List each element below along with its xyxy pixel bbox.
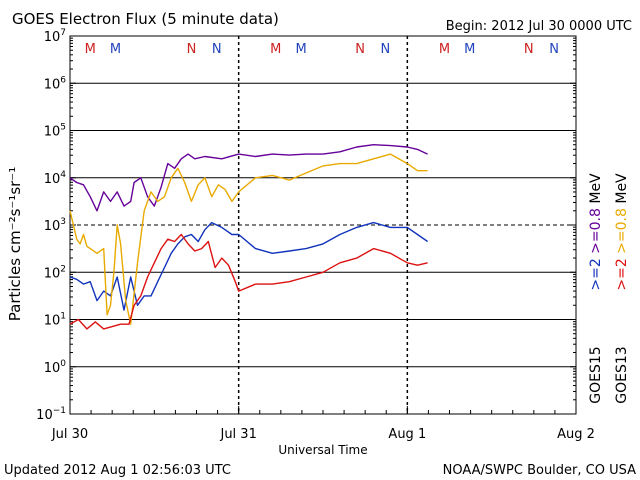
y-tick-exponent: 2 bbox=[60, 264, 66, 274]
y-tick-exponent: −1 bbox=[53, 406, 66, 416]
y-tick-exponent: 6 bbox=[60, 75, 66, 85]
legend-goes13-name: GOES13 bbox=[614, 346, 630, 403]
y-tick-label-0: 107 bbox=[44, 28, 66, 45]
y-tick-exponent: 3 bbox=[60, 217, 66, 227]
satellite-marker-8: M bbox=[439, 42, 450, 57]
legend-goes13-low: >=0.8 bbox=[614, 208, 630, 254]
y-tick-base: 10 bbox=[44, 125, 61, 140]
y-tick-base: 10 bbox=[44, 30, 61, 45]
satellite-marker-2: N bbox=[187, 42, 197, 57]
legend-goes13-unit: MeV bbox=[614, 173, 630, 204]
legend-goes15-unit: MeV bbox=[588, 173, 604, 204]
y-tick-exponent: 5 bbox=[60, 123, 66, 133]
legend-goes15-high: >=2 bbox=[588, 258, 604, 290]
x-tick-label-3: Aug 2 bbox=[557, 427, 595, 442]
legend-goes15-name: GOES15 bbox=[588, 346, 604, 403]
x-axis-label: Universal Time bbox=[278, 443, 367, 457]
y-tick-base: 10 bbox=[36, 408, 53, 423]
begin-label: Begin: 2012 Jul 30 0000 UTC bbox=[446, 19, 632, 34]
y-axis-label: Particles cm⁻²s⁻¹sr⁻¹ bbox=[6, 167, 24, 321]
y-tick-exponent: 0 bbox=[60, 359, 66, 369]
y-tick-label-7: 100 bbox=[44, 359, 67, 376]
credit-line: NOAA/SWPC Boulder, CO USA bbox=[443, 463, 636, 478]
legend-goes13-high: >=2 bbox=[614, 258, 630, 290]
y-tick-base: 10 bbox=[44, 77, 61, 92]
y-tick-label-5: 102 bbox=[44, 264, 66, 281]
chart-title: GOES Electron Flux (5 minute data) bbox=[12, 10, 279, 28]
y-tick-base: 10 bbox=[44, 314, 61, 329]
x-tick-label-0: Jul 30 bbox=[51, 427, 88, 442]
y-tick-base: 10 bbox=[44, 266, 61, 281]
satellite-marker-6: N bbox=[355, 42, 365, 57]
y-tick-label-8: 10−1 bbox=[36, 406, 66, 423]
satellite-marker-3: N bbox=[212, 42, 222, 57]
updated-timestamp: Updated 2012 Aug 1 02:56:03 UTC bbox=[4, 463, 231, 478]
grid-lines bbox=[70, 82, 576, 368]
satellite-marker-4: M bbox=[270, 42, 281, 57]
y-tick-exponent: 7 bbox=[60, 28, 66, 38]
y-tick-label-3: 104 bbox=[44, 170, 67, 187]
series-line-goes13-0-8-mev bbox=[69, 153, 428, 325]
y-tick-base: 10 bbox=[44, 172, 61, 187]
y-tick-label-2: 105 bbox=[44, 123, 66, 140]
x-tick-label-2: Aug 1 bbox=[388, 427, 426, 442]
y-tick-label-6: 101 bbox=[44, 312, 66, 329]
satellite-marker-10: N bbox=[524, 42, 534, 57]
y-tick-base: 10 bbox=[44, 219, 61, 234]
y-tick-base: 10 bbox=[44, 361, 61, 376]
satellite-marker-7: N bbox=[381, 42, 391, 57]
x-tick-label-1: Jul 31 bbox=[219, 427, 256, 442]
y-tick-exponent: 4 bbox=[60, 170, 66, 180]
satellite-marker-9: M bbox=[464, 42, 475, 57]
satellite-marker-11: N bbox=[549, 42, 559, 57]
legend-goes15-label: >=2 >=0.8 MeV bbox=[588, 173, 604, 291]
y-tick-label-4: 103 bbox=[44, 217, 66, 234]
satellite-marker-5: M bbox=[295, 42, 306, 57]
satellite-marker-0: M bbox=[85, 42, 96, 57]
day-dividers bbox=[237, 36, 409, 414]
series-line-goes13-2-mev bbox=[69, 233, 428, 330]
legend-goes13-label: >=2 >=0.8 MeV bbox=[614, 173, 630, 291]
series-lines bbox=[69, 143, 428, 330]
y-tick-label-1: 106 bbox=[44, 75, 67, 92]
satellite-marker-1: M bbox=[110, 42, 121, 57]
y-tick-exponent: 1 bbox=[60, 312, 66, 322]
series-line-goes15-0-8-mev bbox=[69, 143, 428, 212]
legend-goes15-low: >=0.8 bbox=[588, 208, 604, 254]
right-legend: >=2 >=0.8 MeV >=2 >=0.8 MeV GOES15 GOES1… bbox=[588, 173, 630, 404]
series-line-goes15-2-mev bbox=[69, 221, 428, 311]
x-axis-ticks: Jul 30 Jul 31 Aug 1 Aug 2 bbox=[51, 406, 595, 442]
